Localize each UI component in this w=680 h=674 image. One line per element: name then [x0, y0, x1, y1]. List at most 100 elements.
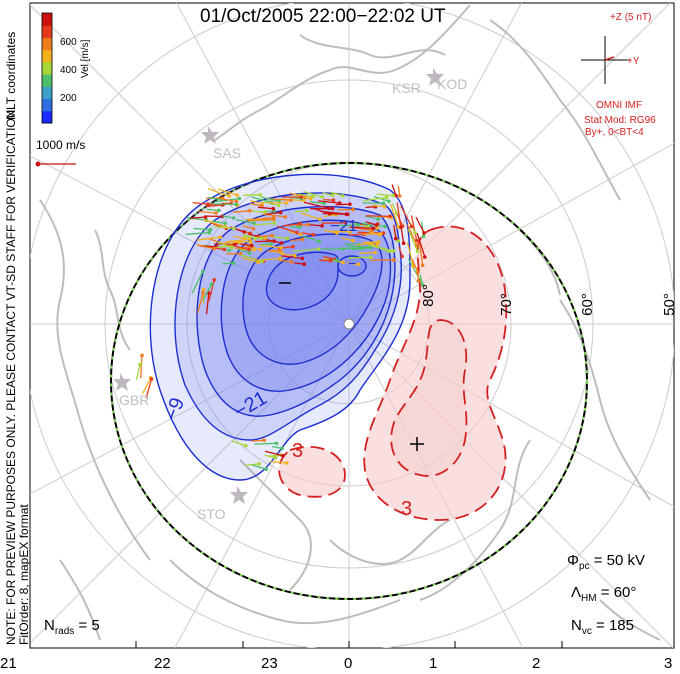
velocity-vector-origin — [415, 249, 420, 254]
velocity-vector — [250, 199, 263, 205]
velocity-vector-origin — [381, 201, 386, 205]
velocity-vector-origin — [376, 217, 381, 221]
velocity-vector — [365, 215, 391, 217]
velocity-vector — [303, 190, 323, 198]
mlt-tick-21: 21 — [0, 655, 17, 672]
velocity-vector-origin — [378, 232, 383, 236]
velocity-vector-origin — [209, 282, 214, 287]
velocity-vector-origin — [335, 258, 339, 262]
velocity-vector-origin — [422, 231, 426, 235]
radar-site-markers — [113, 68, 444, 504]
stat-phi-pc-symbol: Φ — [567, 552, 579, 569]
velocity-vector — [190, 216, 206, 219]
velocity-vector — [196, 292, 204, 314]
velocity-vector-origin — [259, 236, 264, 241]
velocity-vector-origin — [248, 209, 252, 213]
velocity-vector-origin — [260, 259, 264, 264]
colorbar-segment — [42, 61, 52, 75]
velocity-vector — [282, 223, 301, 227]
velocity-vector — [228, 243, 250, 251]
velocity-vector — [145, 378, 153, 399]
imf-model: Stat Mod: RG96 — [584, 115, 656, 126]
colorbar-segment — [42, 25, 52, 38]
mlt-tick-22: 22 — [154, 655, 171, 672]
velocity-vector — [373, 195, 390, 202]
velocity-vector — [213, 225, 235, 230]
velocity-vector-origin — [420, 263, 425, 268]
velocity-vector-origin — [234, 202, 238, 207]
velocity-vector — [396, 202, 402, 228]
velocity-vector — [249, 202, 263, 207]
site-label-kod: KOD — [437, 76, 468, 92]
velocity-vector-origin — [374, 223, 379, 227]
positive-contour-outer — [363, 225, 508, 521]
site-label-sas: SAS — [213, 145, 242, 161]
velocity-vector-origin — [235, 193, 239, 197]
velocity-vector — [346, 245, 368, 248]
mlt-tick-1: 1 — [429, 655, 438, 672]
velocity-vector-origin — [278, 248, 282, 253]
velocity-vector — [207, 187, 230, 197]
velocity-vector — [224, 241, 240, 244]
colorbar-segment — [42, 13, 52, 26]
velocity-vector-origin — [252, 247, 256, 252]
velocity-vector-origin — [373, 250, 377, 255]
velocity-vector-origin — [217, 208, 221, 213]
velocity-vector — [323, 214, 337, 218]
velocity-vector-origin — [301, 198, 306, 203]
velocity-vector-origin — [264, 467, 269, 472]
velocity-vector — [267, 201, 287, 204]
velocity-vector-origin — [366, 245, 370, 250]
contour-label-minus21-b: −21 — [330, 218, 358, 235]
velocity-vector — [196, 236, 221, 241]
velocity-vector — [317, 200, 340, 204]
velocity-vector-origin — [248, 237, 252, 241]
velocity-vector — [288, 230, 301, 235]
velocity-vector — [371, 204, 385, 208]
contour-label-minus-core: − — [348, 255, 357, 271]
velocity-vector — [208, 196, 222, 201]
positive-contour-small — [278, 445, 346, 498]
mlt-tick-2: 2 — [532, 655, 541, 672]
velocity-vector — [233, 210, 250, 213]
velocity-vector — [347, 256, 371, 259]
velocity-vector-origin — [232, 226, 236, 231]
velocity-vector — [350, 226, 374, 230]
velocity-vector-origin — [231, 261, 236, 265]
velocity-vector — [252, 464, 267, 470]
preview-notice: NOTE: FOR PREVIEW PURPOSES ONLY. PLEASE … — [4, 106, 18, 645]
colorbar-segment — [42, 86, 52, 100]
velocity-vector-origin — [207, 230, 211, 235]
colorbar-segment — [42, 74, 52, 87]
velocity-vector — [323, 255, 335, 260]
velocity-vector-origin — [281, 454, 285, 458]
velocity-vector-origin — [369, 255, 373, 259]
velocity-vector-origin — [214, 211, 218, 215]
velocity-vector — [361, 222, 386, 228]
stat-n-rads-sub: rads — [54, 626, 75, 637]
velocity-vector-origin — [200, 269, 205, 274]
velocity-vector — [235, 219, 255, 224]
mlt-tick-0: 0 — [344, 655, 353, 672]
velocity-vector — [265, 211, 281, 215]
velocity-vector-origin — [391, 249, 396, 253]
velocity-vector-origin — [341, 260, 346, 265]
velocity-vector-origin — [306, 222, 310, 227]
velocity-vector-origin — [272, 239, 277, 243]
negative-contour-outer — [149, 173, 411, 481]
velocity-vector-origin — [212, 278, 216, 282]
velocity-vector — [298, 193, 314, 198]
velocity-vector-origin — [277, 203, 281, 208]
velocity-vector-origin — [337, 201, 342, 205]
velocity-vector-origin — [328, 258, 333, 263]
scale-vector — [35, 161, 76, 167]
velocity-vector — [217, 241, 233, 249]
velocity-vector — [257, 206, 274, 210]
colorbar-unit: Vel [m/s] — [80, 39, 91, 78]
velocity-vector — [232, 235, 245, 240]
velocity-vector-origin — [253, 236, 257, 241]
latitude-label-50: 50° — [660, 293, 678, 316]
velocity-vector-origin — [222, 247, 227, 252]
velocity-vector-origin — [395, 211, 399, 216]
negative-contour-2 — [174, 192, 402, 441]
